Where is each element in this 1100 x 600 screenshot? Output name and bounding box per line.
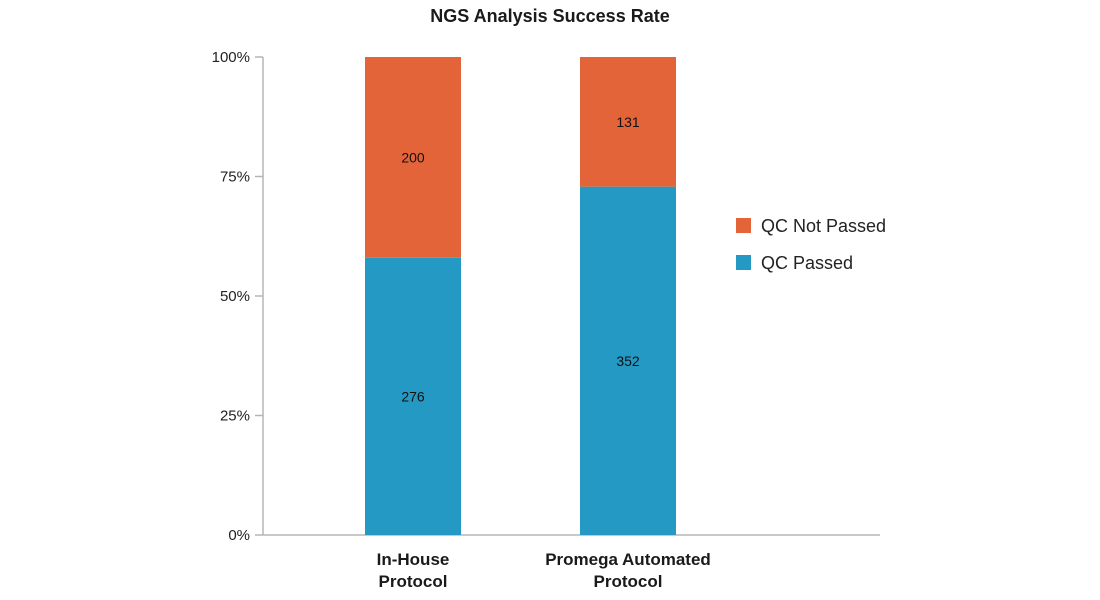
legend-swatch-qc-passed xyxy=(736,255,751,270)
y-tick-label: 50% xyxy=(220,288,250,305)
x-category-label: In-House xyxy=(377,550,450,569)
legend-label: QC Passed xyxy=(761,253,853,273)
data-label: 131 xyxy=(616,114,640,130)
y-tick-label: 100% xyxy=(212,49,250,66)
bar-qc-not-passed-1 xyxy=(365,57,461,258)
chart-title: NGS Analysis Success Rate xyxy=(430,6,670,26)
legend-label: QC Not Passed xyxy=(761,216,886,236)
bar-qc-not-passed-2 xyxy=(580,57,676,187)
y-tick-label: 0% xyxy=(228,527,250,544)
data-label: 352 xyxy=(616,353,640,369)
y-tick-label: 25% xyxy=(220,408,250,425)
bar-qc-passed-1 xyxy=(365,257,461,535)
x-category-label: Protocol xyxy=(594,572,663,591)
data-label: 276 xyxy=(401,388,425,404)
data-label: 200 xyxy=(401,149,425,165)
x-category-label: Protocol xyxy=(379,572,448,591)
bar-qc-passed-2 xyxy=(580,186,676,535)
y-tick-label: 75% xyxy=(220,169,250,186)
legend-swatch-qc-not-passed xyxy=(736,218,751,233)
x-category-label: Promega Automated xyxy=(545,550,711,569)
